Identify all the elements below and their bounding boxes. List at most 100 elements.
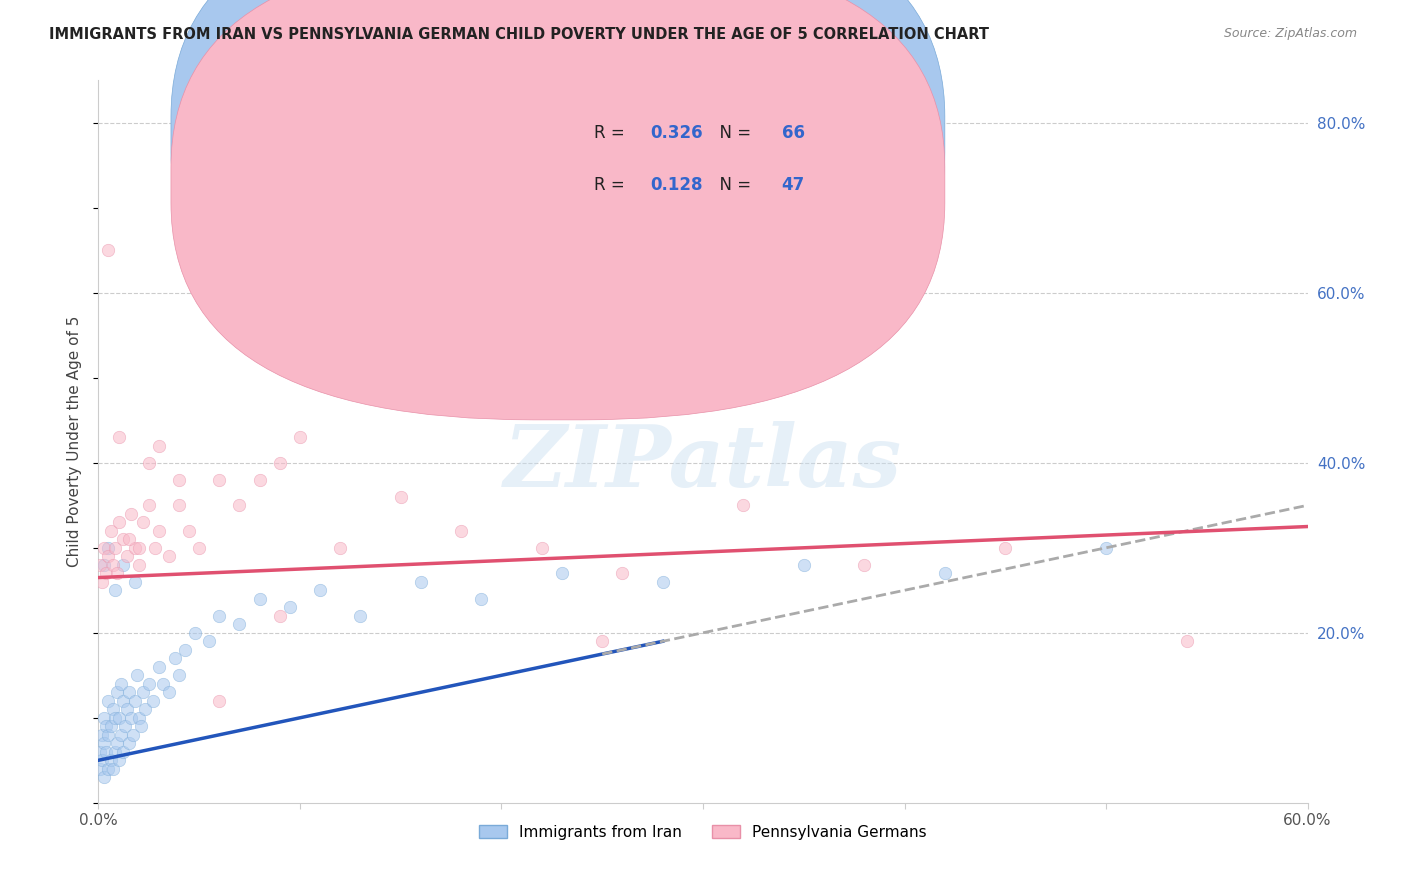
Point xyxy=(96,566,118,581)
Legend: Immigrants from Iran, Pennsylvania Germans: Immigrants from Iran, Pennsylvania Germa… xyxy=(474,819,932,846)
Point xyxy=(208,608,231,623)
Point xyxy=(167,473,190,487)
Text: R =: R = xyxy=(595,124,630,142)
Point xyxy=(124,694,146,708)
Point xyxy=(96,745,118,759)
Text: 0.128: 0.128 xyxy=(650,176,702,194)
Point xyxy=(89,558,111,572)
Point xyxy=(103,541,125,555)
Text: N =: N = xyxy=(709,124,756,142)
Point xyxy=(91,728,114,742)
Point xyxy=(198,634,221,648)
Point xyxy=(174,642,197,657)
Point xyxy=(100,719,122,733)
FancyBboxPatch shape xyxy=(527,109,860,221)
Text: ZIPatlas: ZIPatlas xyxy=(503,421,903,505)
Point xyxy=(157,549,180,564)
Point xyxy=(111,745,134,759)
Point xyxy=(612,566,634,581)
Point xyxy=(93,736,115,750)
Point xyxy=(470,591,492,606)
Point xyxy=(157,685,180,699)
Point xyxy=(142,694,165,708)
Point xyxy=(651,574,673,589)
Point xyxy=(107,516,129,530)
Point xyxy=(188,541,211,555)
Point xyxy=(124,541,146,555)
Point xyxy=(110,728,132,742)
Point xyxy=(269,608,291,623)
Point xyxy=(349,608,371,623)
Point xyxy=(163,651,186,665)
Point xyxy=(128,541,150,555)
Point xyxy=(551,566,574,581)
Point xyxy=(97,541,120,555)
Point xyxy=(132,516,155,530)
Point xyxy=(107,711,129,725)
Point xyxy=(793,558,815,572)
Point xyxy=(101,702,124,716)
FancyBboxPatch shape xyxy=(172,0,945,420)
Point xyxy=(121,728,143,742)
Point xyxy=(148,524,170,538)
Point xyxy=(228,617,250,632)
Point xyxy=(143,541,166,555)
Point xyxy=(118,533,141,547)
Point xyxy=(105,566,128,581)
Y-axis label: Child Poverty Under the Age of 5: Child Poverty Under the Age of 5 xyxy=(67,316,83,567)
Point xyxy=(591,634,613,648)
Point xyxy=(138,456,160,470)
Point xyxy=(118,736,141,750)
Point xyxy=(125,668,148,682)
Point xyxy=(115,549,138,564)
Point xyxy=(111,694,134,708)
Point xyxy=(249,473,271,487)
Point xyxy=(184,625,207,640)
Point xyxy=(148,439,170,453)
Point xyxy=(733,498,755,512)
Point xyxy=(138,677,160,691)
Point xyxy=(91,574,114,589)
Point xyxy=(1175,634,1198,648)
Point xyxy=(129,719,152,733)
Point xyxy=(107,753,129,767)
Point xyxy=(97,549,120,564)
Point xyxy=(115,702,138,716)
Point xyxy=(110,677,132,691)
Point xyxy=(93,541,115,555)
Point xyxy=(208,694,231,708)
Point xyxy=(249,591,271,606)
Point xyxy=(329,541,352,555)
Point xyxy=(100,524,122,538)
FancyBboxPatch shape xyxy=(172,0,945,369)
Text: 66: 66 xyxy=(782,124,804,142)
Point xyxy=(105,736,128,750)
Point xyxy=(93,770,115,784)
Point xyxy=(97,244,120,258)
Point xyxy=(269,456,291,470)
Text: IMMIGRANTS FROM IRAN VS PENNSYLVANIA GERMAN CHILD POVERTY UNDER THE AGE OF 5 COR: IMMIGRANTS FROM IRAN VS PENNSYLVANIA GER… xyxy=(49,27,990,42)
Point xyxy=(89,762,111,776)
Point xyxy=(134,702,156,716)
Point xyxy=(105,685,128,699)
Point xyxy=(111,558,134,572)
Point xyxy=(132,685,155,699)
Point xyxy=(93,711,115,725)
Point xyxy=(101,762,124,776)
Point xyxy=(309,583,332,598)
Point xyxy=(450,524,472,538)
Point xyxy=(278,600,301,615)
Point xyxy=(152,677,174,691)
Text: 0.326: 0.326 xyxy=(650,124,703,142)
Point xyxy=(389,490,412,504)
Point xyxy=(97,762,120,776)
Point xyxy=(128,558,150,572)
Point xyxy=(288,430,311,444)
Point xyxy=(101,558,124,572)
Text: R =: R = xyxy=(595,176,630,194)
Point xyxy=(96,719,118,733)
Point xyxy=(530,541,553,555)
Point xyxy=(148,660,170,674)
Point xyxy=(853,558,876,572)
Point xyxy=(89,745,111,759)
